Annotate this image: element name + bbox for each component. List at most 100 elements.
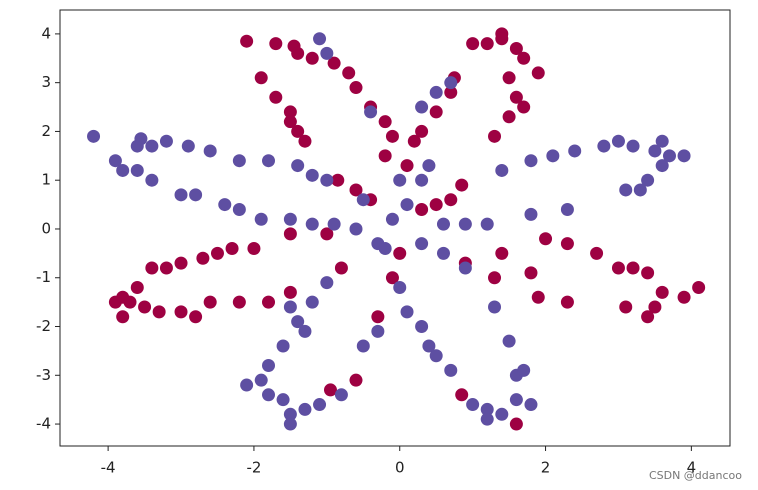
point: [619, 300, 633, 314]
point: [407, 134, 421, 148]
point: [240, 34, 254, 48]
point: [480, 402, 494, 416]
point: [356, 193, 370, 207]
x-tick-label: 0: [395, 459, 405, 477]
point: [305, 217, 319, 231]
point: [320, 276, 334, 290]
point: [254, 71, 268, 85]
point: [611, 261, 625, 275]
point: [415, 202, 429, 216]
point: [560, 295, 574, 309]
point: [283, 115, 297, 129]
point: [181, 139, 195, 153]
point: [298, 324, 312, 338]
point: [145, 173, 159, 187]
point: [138, 300, 152, 314]
point: [495, 246, 509, 260]
point: [130, 163, 144, 177]
point: [626, 261, 640, 275]
point: [531, 290, 545, 304]
point: [495, 32, 509, 46]
point: [655, 285, 669, 299]
point: [269, 37, 283, 51]
point: [203, 295, 217, 309]
point: [305, 295, 319, 309]
y-tick-label: -3: [36, 366, 51, 384]
point: [283, 212, 297, 226]
point: [385, 271, 399, 285]
point: [334, 388, 348, 402]
point: [429, 349, 443, 363]
point: [400, 198, 414, 212]
point: [116, 310, 130, 324]
point: [422, 159, 436, 173]
point: [349, 373, 363, 387]
point: [298, 402, 312, 416]
point: [291, 46, 305, 60]
point: [174, 256, 188, 270]
point: [677, 149, 691, 163]
y-tick-label: -4: [36, 415, 51, 433]
point: [509, 90, 523, 104]
point: [455, 178, 469, 192]
point: [174, 188, 188, 202]
point: [159, 261, 173, 275]
point: [466, 37, 480, 51]
point: [393, 173, 407, 187]
plot-frame: [59, 9, 731, 447]
point: [444, 193, 458, 207]
point: [568, 144, 582, 158]
point: [655, 159, 669, 173]
point: [313, 398, 327, 412]
point: [502, 110, 516, 124]
point: [349, 81, 363, 95]
point: [429, 85, 443, 99]
y-tick-label: 1: [41, 171, 51, 189]
point: [276, 393, 290, 407]
point: [247, 241, 261, 255]
point: [393, 246, 407, 260]
point: [385, 129, 399, 143]
point: [692, 280, 706, 294]
point: [648, 300, 662, 314]
point: [262, 388, 276, 402]
point: [189, 188, 203, 202]
point: [305, 51, 319, 65]
point: [262, 359, 276, 373]
point: [590, 246, 604, 260]
point: [429, 105, 443, 119]
point: [539, 232, 553, 246]
point: [174, 305, 188, 319]
point: [444, 76, 458, 90]
point: [189, 310, 203, 324]
point: [633, 183, 647, 197]
point: [415, 100, 429, 114]
point: [291, 315, 305, 329]
point: [291, 159, 305, 173]
point: [87, 129, 101, 143]
point: [597, 139, 611, 153]
y-tick-label: 4: [41, 24, 51, 42]
point: [677, 290, 691, 304]
point: [662, 149, 676, 163]
point: [371, 324, 385, 338]
point: [342, 66, 356, 80]
point: [262, 154, 276, 168]
point: [641, 310, 655, 324]
point: [524, 398, 538, 412]
point: [313, 32, 327, 46]
point: [145, 139, 159, 153]
point: [509, 393, 523, 407]
point: [327, 217, 341, 231]
point: [152, 305, 166, 319]
y-tick-label: -2: [36, 317, 51, 335]
point: [327, 56, 341, 70]
point: [240, 378, 254, 392]
point: [400, 159, 414, 173]
point: [108, 154, 122, 168]
y-tick-label: -1: [36, 268, 51, 286]
x-tick-label: 4: [687, 459, 697, 477]
point: [298, 134, 312, 148]
point: [546, 149, 560, 163]
